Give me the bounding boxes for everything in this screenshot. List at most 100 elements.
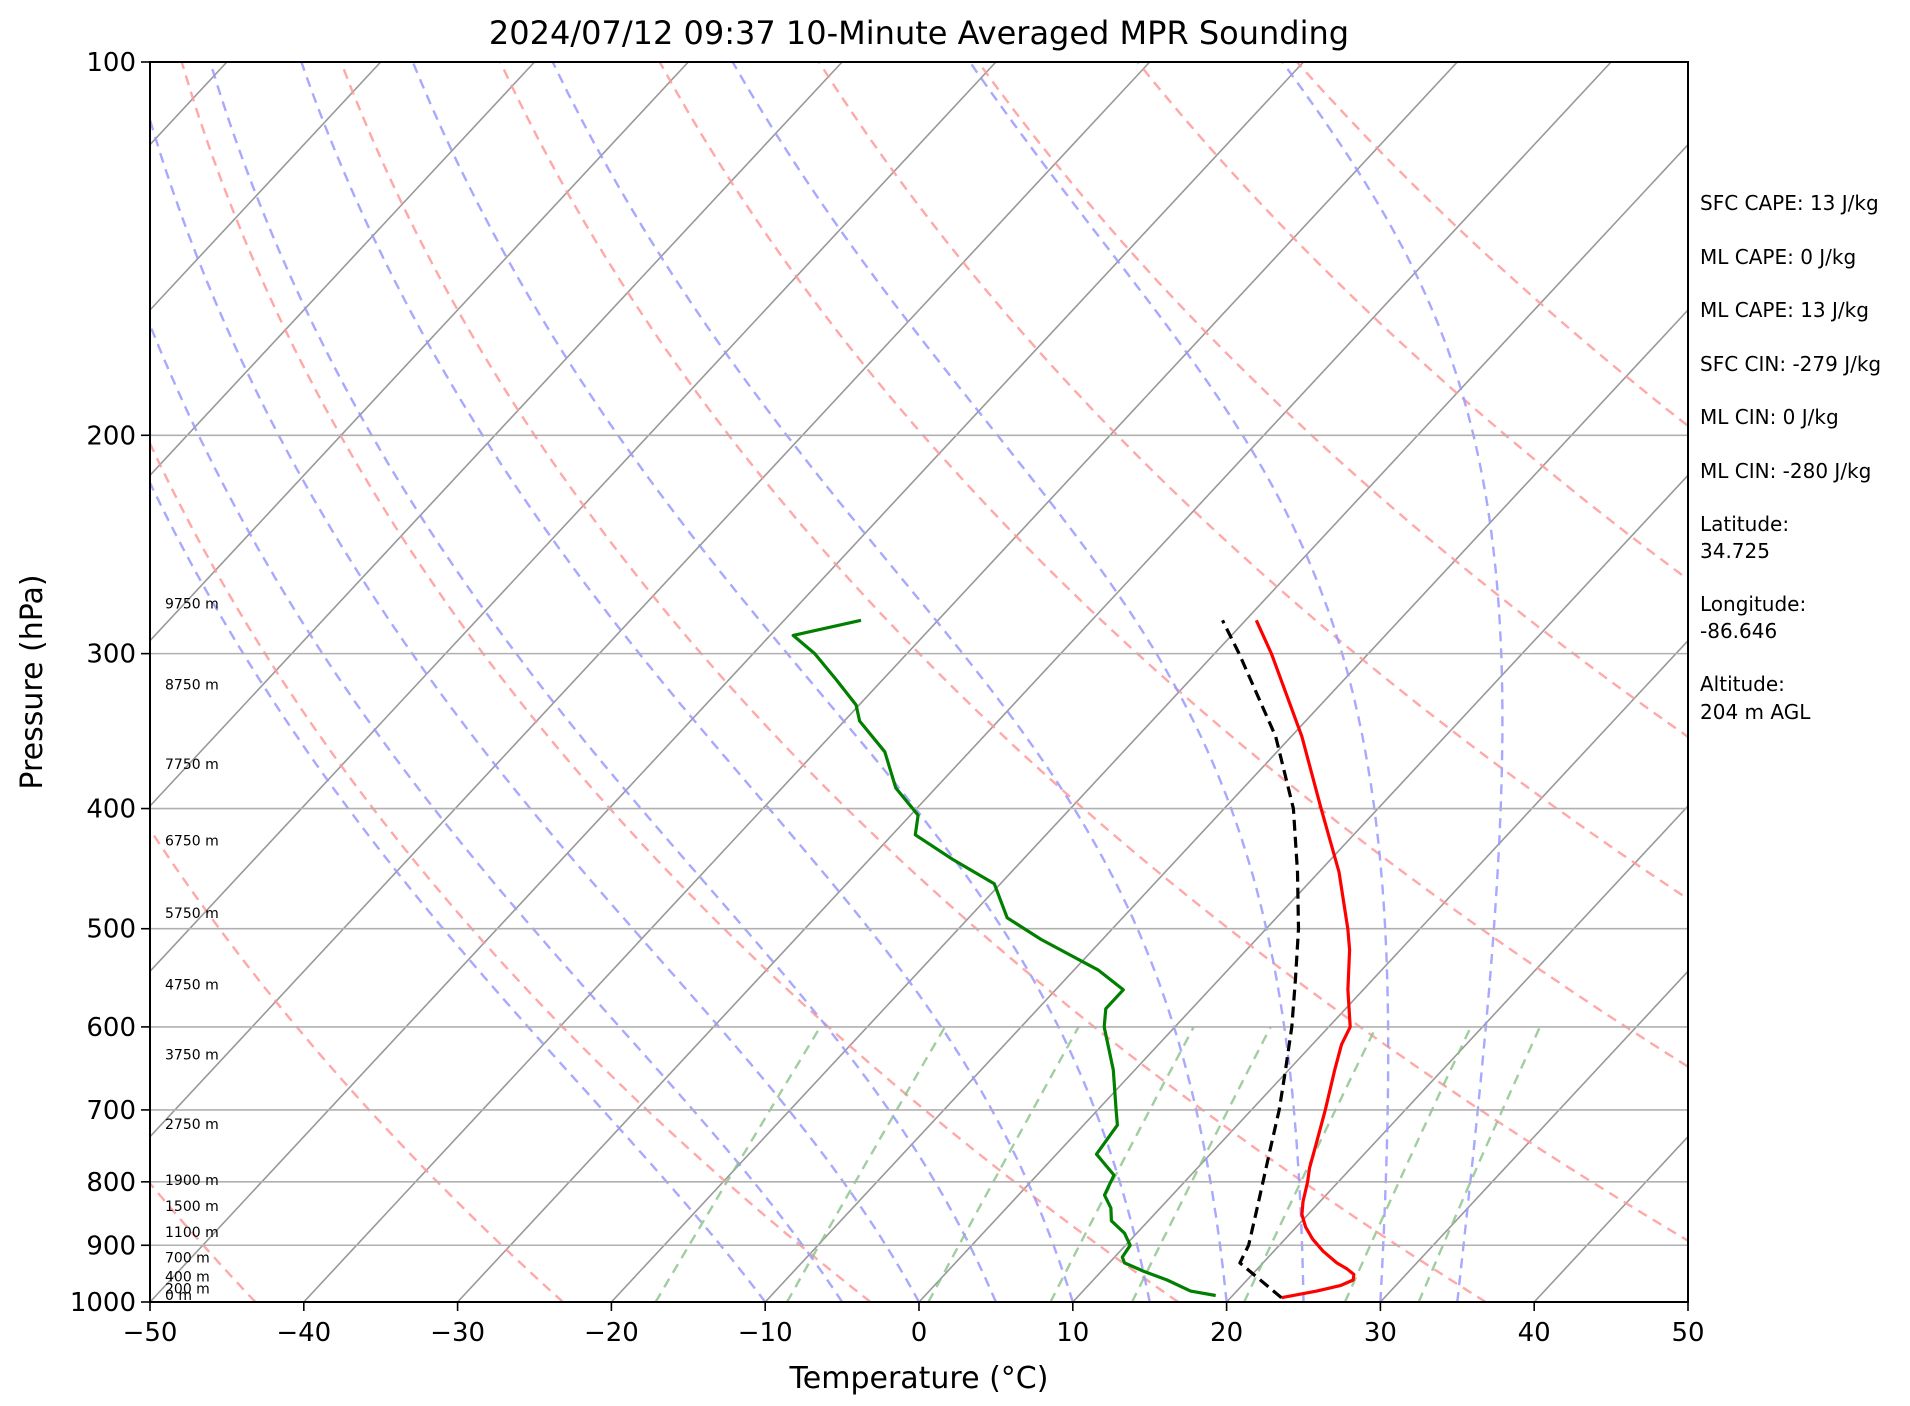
y-tick-label: 400: [86, 795, 136, 825]
background-lines: [150, 62, 1688, 1302]
mixing-ratio-line: [1343, 1026, 1472, 1302]
sfc-cin-text: SFC CIN: -279 J/kg: [1700, 352, 1881, 376]
moist-adiabat-line: [150, 480, 767, 1302]
x-tick-label: −40: [276, 1318, 331, 1348]
altitude-label: Altitude:: [1700, 672, 1785, 696]
dewpoint-profile: [791, 618, 1216, 1298]
x-tick-label: 40: [1518, 1318, 1551, 1348]
y-tick-label: 100: [86, 48, 136, 78]
profile-lines: [791, 618, 1356, 1300]
x-axis-label: Temperature (°C): [789, 1361, 1049, 1396]
ml-cape-text: ML CAPE: 0 J/kg: [1700, 245, 1856, 269]
isotherm-line: [918, 474, 1688, 1302]
x-tick-label: 10: [1056, 1318, 1089, 1348]
dry-adiabat-line: [150, 827, 564, 1302]
x-tick-label: −20: [584, 1318, 639, 1348]
temperature-profile: [1254, 619, 1356, 1300]
isotherm-line: [150, 62, 997, 973]
plot-frame: [149, 61, 1689, 1303]
moist-adiabat-line: [150, 321, 844, 1302]
x-axis: −50 −40 −30 −20 −10 0 10 20 30 40 50: [123, 1302, 1705, 1348]
chart-title: 2024/07/12 09:37 10-Minute Averaged MPR …: [489, 14, 1349, 52]
longitude-label: Longitude:: [1700, 592, 1806, 616]
x-tick-label: 50: [1671, 1318, 1704, 1348]
isotherm-line: [150, 62, 843, 808]
isotherm-line: [150, 62, 382, 312]
height-label: 6750 m: [165, 834, 219, 850]
mixing-ratio-line: [927, 1026, 1080, 1302]
isotherm-line: [1072, 639, 1688, 1302]
isotherm-line: [1379, 970, 1688, 1302]
moist-adiabat-line: [1281, 62, 1504, 1302]
moist-adiabat-line: [731, 62, 1305, 1302]
mixing-ratio-line: [654, 1026, 822, 1302]
mixing-ratio-line: [1417, 1026, 1541, 1302]
longitude-value: -86.646: [1700, 619, 1777, 643]
y-axis-label: Pressure (hPa): [15, 574, 50, 789]
ml-cin-text: ML CIN: 0 J/kg: [1700, 405, 1839, 429]
isotherm-line: [1226, 804, 1688, 1302]
x-tick-label: 0: [911, 1318, 928, 1348]
isotherm-line: [150, 62, 536, 477]
isotherm-line: [610, 143, 1688, 1302]
height-label: 1900 m: [165, 1173, 219, 1189]
y-tick-label: 800: [86, 1168, 136, 1198]
height-label: 4750 m: [165, 978, 219, 994]
dry-adiabat-line: [658, 62, 1688, 1069]
altitude-value: 204 m AGL: [1700, 700, 1811, 724]
height-label: 1500 m: [165, 1199, 219, 1215]
mixing-ratio-line: [1131, 1026, 1272, 1302]
x-tick-label: 20: [1210, 1318, 1243, 1348]
ml-cape-text-2: ML CAPE: 13 J/kg: [1700, 298, 1869, 322]
x-tick-label: −10: [738, 1318, 793, 1348]
moist-adiabat-line: [150, 115, 921, 1302]
x-tick-label: 30: [1364, 1318, 1397, 1348]
height-label: 1100 m: [165, 1225, 219, 1241]
x-tick-label: −50: [123, 1318, 178, 1348]
isotherm-line: [150, 62, 689, 642]
mixing-ratio-line: [1243, 1026, 1378, 1302]
height-label: 8750 m: [165, 678, 219, 694]
x-tick-label: −30: [430, 1318, 485, 1348]
y-tick-label: 500: [86, 915, 136, 945]
y-tick-label: 900: [86, 1231, 136, 1261]
y-tick-label: 300: [86, 640, 136, 670]
height-label: 9750 m: [165, 597, 219, 613]
side-panel: SFC CAPE: 13 J/kg ML CAPE: 0 J/kg ML CAP…: [1700, 191, 1881, 724]
isotherm-line: [303, 62, 1458, 1302]
isotherm-line: [764, 308, 1688, 1302]
isotherm-line: [150, 62, 1305, 1302]
dry-adiabat-line: [180, 62, 1179, 1302]
y-tick-label: 200: [86, 421, 136, 451]
y-axis: 1000 900 800 700 600 500 400 300 200 100: [70, 48, 150, 1318]
y-tick-label: 600: [86, 1013, 136, 1043]
moist-adiabat-line: [300, 62, 1074, 1302]
y-tick-label: 1000: [70, 1288, 136, 1318]
height-label: 2750 m: [165, 1117, 219, 1133]
isotherm-line: [150, 62, 1151, 1138]
height-label: 400 m: [165, 1269, 210, 1285]
latitude-label: Latitude:: [1700, 512, 1789, 536]
moist-adiabat-line: [551, 62, 1228, 1302]
height-label: 3750 m: [165, 1048, 219, 1064]
mixing-ratio-line: [1049, 1026, 1195, 1302]
dry-adiabat-line: [339, 62, 1487, 1302]
moist-adiabat-line: [968, 62, 1390, 1302]
latitude-value: 34.725: [1700, 539, 1770, 563]
moist-adiabat-line: [411, 62, 1151, 1302]
y-tick-label: 700: [86, 1096, 136, 1126]
dry-adiabat-line: [150, 440, 872, 1302]
height-label: 5750 m: [165, 906, 219, 922]
mixing-ratio-line: [785, 1026, 946, 1302]
dry-adiabat-line: [499, 62, 1688, 1243]
sfc-cape-text: SFC CAPE: 13 J/kg: [1700, 191, 1879, 215]
moist-adiabat-line: [209, 62, 997, 1302]
height-label: 200 m: [165, 1281, 210, 1297]
ml-cin-text-2: ML CIN: -280 J/kg: [1700, 459, 1871, 483]
height-label: 700 m: [165, 1251, 210, 1267]
isotherm-line: [457, 62, 1612, 1302]
height-label: 0 m: [165, 1288, 192, 1304]
height-label: 7750 m: [165, 757, 219, 773]
